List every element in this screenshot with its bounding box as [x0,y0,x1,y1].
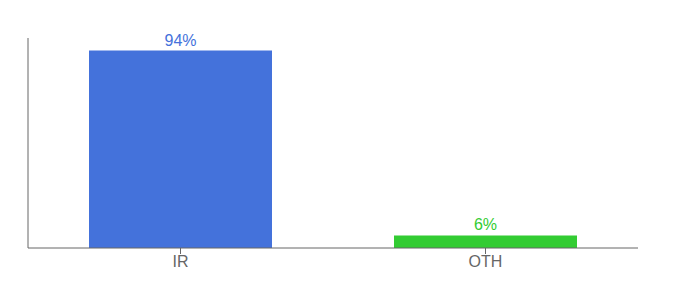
svg-text:IR: IR [173,253,189,270]
svg-text:6%: 6% [474,216,497,233]
svg-text:OTH: OTH [469,253,503,270]
svg-text:94%: 94% [164,32,196,49]
